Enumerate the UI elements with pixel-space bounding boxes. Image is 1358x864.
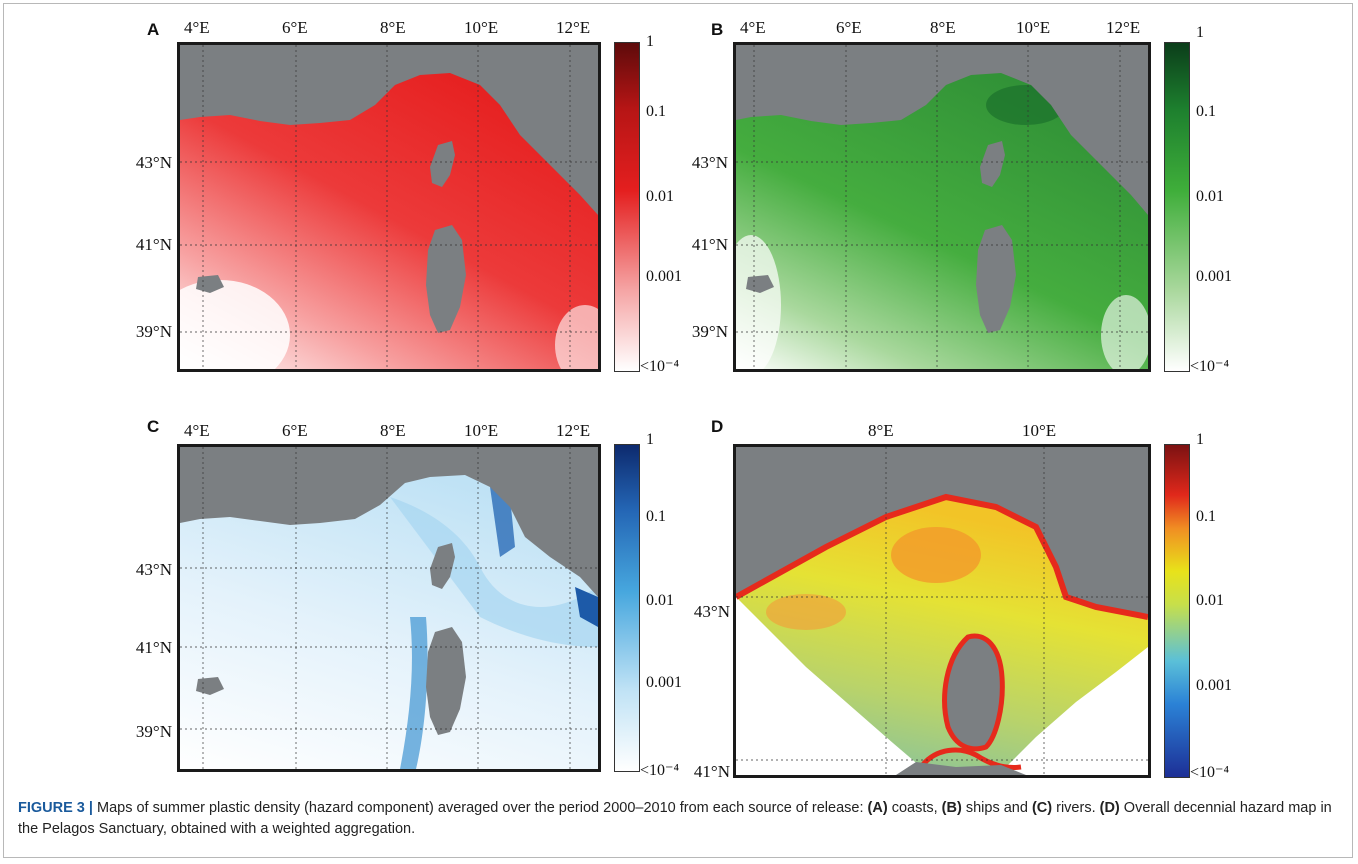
panel-a-lon-10e: 10°E <box>464 18 499 37</box>
panel-b-cb-0-001: 0.001 <box>1196 268 1232 285</box>
panel-a-cb-min: <10⁻⁴ <box>640 358 680 375</box>
panel-a-lon-8e: 8°E <box>380 18 406 37</box>
caption-figure-label: FIGURE 3 | <box>18 800 93 816</box>
panel-a-lon-12e: 12°E <box>556 18 591 37</box>
panel-d-cb-1: 1 <box>1196 431 1204 448</box>
panel-b-colorbar <box>1164 42 1190 372</box>
panel-b-cb-0-1: 0.1 <box>1196 103 1216 120</box>
panel-d-cb-0-01: 0.01 <box>1196 592 1224 609</box>
panel-b-lat-43n: 43°N <box>691 153 728 172</box>
panel-b-lon-4e: 4°E <box>740 18 766 37</box>
panel-d-lat-41n: 41°N <box>693 762 730 781</box>
panel-a-map-graphic <box>180 45 598 369</box>
panel-b-letter: B <box>711 20 724 39</box>
panel-d-cb-0-001: 0.001 <box>1196 677 1232 694</box>
panel-b-lon-12e: 12°E <box>1106 18 1141 37</box>
panel-c-lon-6e: 6°E <box>282 421 308 440</box>
caption-text-4: rivers. <box>1052 800 1100 816</box>
figure-caption: FIGURE 3 | Maps of summer plastic densit… <box>18 798 1340 840</box>
panel-d-map-graphic <box>736 447 1148 775</box>
caption-text-3: ships and <box>961 800 1032 816</box>
panel-c-lat-43n: 43°N <box>135 560 172 579</box>
panel-a-letter: A <box>147 20 160 39</box>
panel-c-lon-4e: 4°E <box>184 421 210 440</box>
caption-text-1: Maps of summer plastic density (hazard c… <box>92 800 868 816</box>
panel-c-lon-12e: 12°E <box>556 421 591 440</box>
panel-c-lat-39n: 39°N <box>135 722 172 741</box>
panel-c-cb-0-01: 0.01 <box>646 592 674 609</box>
panel-b-map-graphic <box>736 45 1148 369</box>
panel-a-cb-1: 1 <box>646 33 654 50</box>
panel-c-cb-0-001: 0.001 <box>646 674 682 691</box>
panel-b-lat-39n: 39°N <box>691 322 728 341</box>
panel-b-cb-1: 1 <box>1196 24 1204 41</box>
panel-c-cb-min: <10⁻⁴ <box>640 762 680 779</box>
panel-c-cb-1: 1 <box>646 431 654 448</box>
panel-c-letter: C <box>147 417 160 436</box>
panel-c-map <box>177 444 601 772</box>
panel-d-map <box>733 444 1151 778</box>
panel-a-map <box>177 42 601 372</box>
panel-b-cb-0-01: 0.01 <box>1196 188 1224 205</box>
panel-b-lat-41n: 41°N <box>691 235 728 254</box>
panel-c-colorbar <box>614 444 640 772</box>
panel-d-colorbar <box>1164 444 1190 778</box>
panel-b-map <box>733 42 1151 372</box>
panel-a-lat-41n: 41°N <box>135 235 172 254</box>
panel-c-lon-8e: 8°E <box>380 421 406 440</box>
caption-label-d: (D) <box>1099 800 1120 816</box>
panel-b-lon-10e: 10°E <box>1016 18 1051 37</box>
caption-label-a: (A) <box>867 800 888 816</box>
panel-a-lat-39n: 39°N <box>135 322 172 341</box>
panel-a-lon-4e: 4°E <box>184 18 210 37</box>
panel-a-lat-43n: 43°N <box>135 153 172 172</box>
panel-c-lon-10e: 10°E <box>464 421 499 440</box>
panel-a-cb-0-1: 0.1 <box>646 103 666 120</box>
panel-a-cb-0-01: 0.01 <box>646 188 674 205</box>
panel-d-cb-min: <10⁻⁴ <box>1190 764 1230 781</box>
panel-a-colorbar <box>614 42 640 372</box>
panel-b-lon-6e: 6°E <box>836 18 862 37</box>
panel-a-cb-0-001: 0.001 <box>646 268 682 285</box>
panel-a-lon-6e: 6°E <box>282 18 308 37</box>
caption-text-2: coasts, <box>887 800 942 816</box>
panel-c-lat-41n: 41°N <box>135 638 172 657</box>
caption-label-c: (C) <box>1031 800 1053 816</box>
panel-d-letter: D <box>711 417 724 436</box>
panel-b-lon-8e: 8°E <box>930 18 956 37</box>
caption-label-b: (B) <box>941 800 962 816</box>
panel-d-lat-43n: 43°N <box>693 602 730 621</box>
panel-b-cb-min: <10⁻⁴ <box>1190 358 1230 375</box>
figure-frame <box>3 3 1353 858</box>
panel-d-lon-10e: 10°E <box>1022 421 1057 440</box>
panel-c-map-graphic <box>180 447 598 769</box>
panel-c-cb-0-1: 0.1 <box>646 508 666 525</box>
caption-text-5: Overall decennial hazard map in the Pela… <box>18 800 1332 837</box>
panel-d-cb-0-1: 0.1 <box>1196 508 1216 525</box>
panel-d-lon-8e: 8°E <box>868 421 894 440</box>
